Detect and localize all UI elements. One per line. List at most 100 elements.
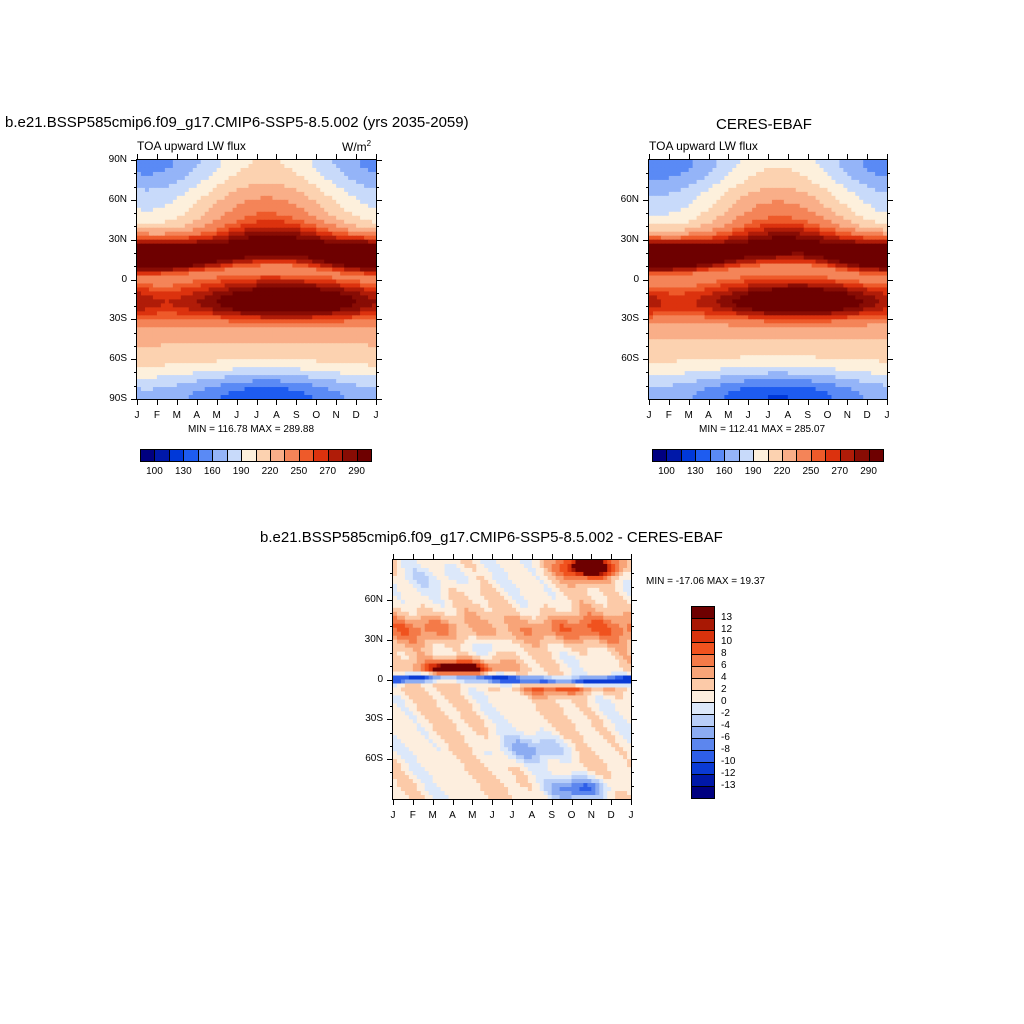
heatmap-cell bbox=[292, 187, 297, 193]
heatmap-cell bbox=[348, 331, 353, 336]
heatmap-cell bbox=[164, 311, 170, 316]
heatmap-cell bbox=[232, 247, 238, 253]
heatmap-cell bbox=[252, 163, 258, 169]
heatmap-cell bbox=[232, 327, 238, 332]
heatmap-cell bbox=[144, 267, 150, 273]
heatmap-cell bbox=[304, 195, 309, 201]
heatmap-cell bbox=[224, 267, 230, 273]
heatmap-cell bbox=[344, 279, 349, 285]
heatmap-cell bbox=[823, 171, 829, 177]
heatmap-cell bbox=[332, 211, 337, 217]
heatmap-cell bbox=[724, 231, 729, 237]
heatmap-cell bbox=[696, 187, 702, 193]
heatmap-cell bbox=[176, 239, 182, 245]
heatmap-cell bbox=[244, 375, 250, 380]
lat-tick-left bbox=[131, 359, 137, 361]
heatmap-cell bbox=[831, 179, 837, 185]
heatmap-cell bbox=[672, 207, 678, 213]
heatmap-cell bbox=[348, 311, 353, 316]
heatmap-cell bbox=[736, 167, 741, 173]
heatmap-cell bbox=[863, 227, 868, 233]
heatmap-cell bbox=[795, 239, 801, 245]
heatmap-cell bbox=[360, 375, 365, 380]
heatmap-cell bbox=[799, 195, 805, 201]
heatmap-cell bbox=[236, 315, 242, 320]
heatmap-cell bbox=[360, 339, 365, 344]
heatmap-cell bbox=[260, 263, 266, 269]
heatmap-cell bbox=[152, 179, 158, 185]
heatmap-cell bbox=[140, 160, 146, 165]
heatmap-cell bbox=[232, 283, 238, 289]
heatmap-cell bbox=[352, 231, 357, 237]
heatmap-cell bbox=[220, 307, 226, 312]
heatmap-cell bbox=[264, 163, 270, 169]
heatmap-cell bbox=[308, 183, 313, 189]
heatmap-cell bbox=[228, 355, 234, 360]
heatmap-cell bbox=[879, 179, 884, 185]
heatmap-cell bbox=[188, 243, 194, 249]
heatmap-cell bbox=[312, 243, 317, 249]
heatmap-cell bbox=[344, 247, 349, 253]
heatmap-cell bbox=[244, 199, 250, 205]
heatmap-cell bbox=[768, 179, 773, 185]
heatmap-cell bbox=[188, 251, 194, 257]
heatmap-cell bbox=[176, 211, 182, 217]
heatmap-cell bbox=[224, 375, 230, 380]
heatmap-cell bbox=[851, 207, 856, 213]
heatmap-cell bbox=[240, 299, 246, 304]
heatmap-cell bbox=[204, 287, 210, 293]
heatmap-cell bbox=[200, 367, 206, 372]
panel1-colorbar bbox=[140, 449, 372, 462]
heatmap-cell bbox=[736, 235, 741, 241]
heatmap-cell bbox=[216, 231, 222, 237]
heatmap-cell bbox=[212, 167, 218, 173]
heatmap-cell bbox=[316, 283, 321, 289]
heatmap-cell bbox=[344, 179, 349, 185]
lat-tick-left bbox=[131, 160, 137, 161]
heatmap-cell bbox=[236, 303, 242, 308]
heatmap-cell bbox=[224, 331, 230, 336]
heatmap-cell bbox=[212, 179, 218, 185]
heatmap-cell bbox=[764, 191, 769, 197]
heatmap-cell bbox=[256, 375, 262, 380]
heatmap-cell bbox=[252, 235, 258, 241]
heatmap-cell bbox=[184, 231, 190, 237]
heatmap-cell bbox=[348, 171, 353, 177]
heatmap-cell bbox=[176, 367, 182, 372]
heatmap-cell bbox=[228, 347, 234, 352]
heatmap-cell bbox=[360, 163, 365, 169]
heatmap-cell bbox=[803, 223, 809, 229]
heatmap-cell bbox=[700, 160, 706, 165]
heatmap-cell bbox=[344, 275, 349, 281]
heatmap-cell bbox=[144, 311, 150, 316]
heatmap-cell bbox=[728, 179, 733, 185]
heatmap-cell bbox=[712, 171, 718, 177]
heatmap-cell bbox=[340, 355, 345, 360]
heatmap-cell bbox=[168, 283, 174, 289]
heatmap-cell bbox=[284, 359, 289, 364]
heatmap-cell bbox=[368, 355, 373, 360]
heatmap-cell bbox=[815, 175, 821, 181]
heatmap-cell bbox=[360, 263, 365, 269]
heatmap-cell bbox=[883, 175, 887, 181]
heatmap-cell bbox=[748, 207, 753, 213]
heatmap-cell bbox=[228, 331, 234, 336]
heatmap-cell bbox=[288, 343, 293, 348]
heatmap-cell bbox=[137, 275, 142, 281]
heatmap-cell bbox=[748, 199, 753, 205]
heatmap-cell bbox=[156, 395, 162, 399]
heatmap-cell bbox=[649, 231, 654, 237]
heatmap-cell bbox=[292, 207, 297, 213]
heatmap-cell bbox=[308, 279, 313, 285]
heatmap-cell bbox=[312, 383, 317, 388]
heatmap-cell bbox=[148, 251, 154, 257]
heatmap-cell bbox=[152, 291, 158, 297]
heatmap-cell bbox=[200, 311, 206, 316]
heatmap-cell bbox=[276, 295, 281, 301]
heatmap-cell bbox=[240, 383, 246, 388]
heatmap-cell bbox=[716, 207, 721, 213]
heatmap-cell bbox=[208, 391, 214, 396]
heatmap-cell bbox=[164, 163, 170, 169]
heatmap-cell bbox=[712, 199, 718, 205]
heatmap-cell bbox=[863, 223, 868, 229]
